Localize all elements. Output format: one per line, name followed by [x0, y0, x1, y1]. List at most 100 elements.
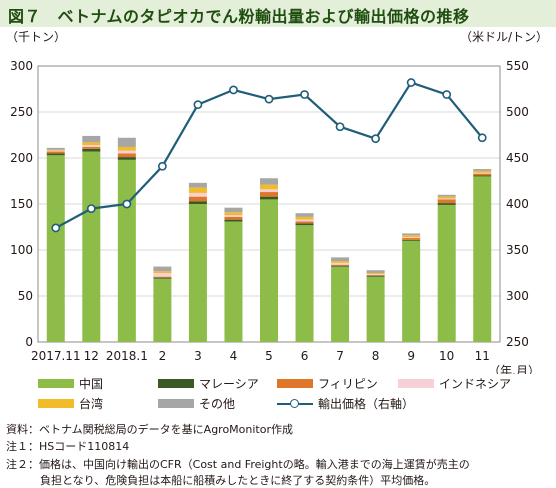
x-tick-label: 2018.1 [106, 349, 148, 363]
bar-segment [295, 225, 314, 342]
bar-segment [188, 187, 207, 193]
bar-segment [82, 145, 101, 147]
bar-segment [473, 170, 492, 173]
bar-segment [188, 182, 207, 188]
legend-item: インドネシア [398, 375, 511, 392]
bar-segment [366, 273, 385, 274]
legend-swatch [158, 399, 194, 408]
x-tick-label: 8 [372, 349, 380, 363]
left-tick-label: 300 [10, 59, 33, 73]
legend-item: その他 [158, 395, 235, 412]
bar-segment [437, 194, 456, 197]
bar-segment [153, 278, 172, 342]
bar-segment [402, 235, 421, 238]
note-2: 注２：価格は、中国向け輸出のCFR（Cost and Freightの略。輸入港… [6, 458, 470, 471]
legend-label: その他 [199, 397, 236, 411]
legend-label: フィリピン [318, 377, 378, 391]
bar-segment [366, 274, 385, 276]
bar-segment [153, 266, 172, 272]
price-point [371, 134, 381, 144]
x-axis-unit: （年.月） [488, 364, 540, 374]
price-point [335, 122, 345, 132]
bar-segment [46, 155, 65, 342]
bar-segment [260, 192, 278, 197]
legend-swatch [158, 379, 194, 388]
x-tick-label: 3 [194, 349, 202, 363]
bar-segment [402, 237, 421, 239]
bar-segment [366, 275, 385, 277]
legend-swatch [38, 379, 74, 388]
bar-segment [46, 149, 65, 151]
bar-segment [402, 240, 421, 342]
legend-item: フィリピン [277, 375, 378, 392]
left-tick-label: 250 [10, 105, 33, 119]
legend-item: 中国 [38, 375, 103, 392]
bar-segment [260, 178, 278, 185]
bar-segment [366, 276, 385, 342]
price-point [51, 223, 61, 233]
left-tick-label: 0 [25, 335, 33, 349]
x-tick-label: 9 [407, 349, 415, 363]
price-point [86, 204, 96, 213]
bar-segment [46, 147, 65, 150]
bar-segment [224, 216, 243, 220]
bar-segment [437, 196, 456, 199]
x-tick-label: 2 [159, 349, 167, 363]
bar-segment [224, 221, 243, 342]
x-tick-label: 2017.11 [31, 349, 81, 363]
bar-segment [117, 150, 136, 154]
x-tick-label: 7 [336, 349, 344, 363]
left-tick-label: 50 [18, 289, 33, 303]
right-tick-label: 450 [506, 151, 529, 165]
bar-segment [46, 150, 65, 152]
bar-segment [402, 239, 421, 241]
price-point [229, 85, 238, 95]
bar-segment [437, 203, 456, 205]
right-tick-label: 250 [506, 335, 529, 349]
bar-segment [117, 146, 136, 151]
price-point [477, 133, 487, 143]
bar-segment [117, 159, 136, 342]
bar-segment [366, 270, 385, 273]
left-tick-label: 100 [10, 243, 33, 257]
legend-label: 輸出価格（右軸） [318, 397, 415, 411]
bar-segment [402, 238, 421, 240]
x-tick-label: 12 [84, 349, 99, 363]
bar-segment [295, 219, 314, 222]
bar-segment [153, 276, 172, 278]
note-2-continued: 負担となり、危険負担は本船に船積みしたときに終了する契約条件）平均価格。 [40, 474, 436, 487]
legend-swatch [38, 399, 74, 408]
x-tick-label: 6 [301, 349, 309, 363]
right-tick-label: 350 [506, 243, 529, 257]
legend-line-swatch [277, 398, 313, 409]
left-tick-label: 200 [10, 151, 33, 165]
right-tick-label: 550 [506, 59, 529, 73]
bar-segment [260, 196, 278, 200]
bar-segment [473, 175, 492, 177]
legend-label: マレーシア [199, 377, 259, 391]
x-tick-label: 5 [265, 349, 273, 363]
bar-segment [331, 257, 350, 262]
bar-segment [224, 215, 243, 217]
bar-segment [331, 262, 350, 265]
bar-segment [82, 146, 101, 149]
bar-segment [188, 201, 207, 204]
bar-segment [46, 151, 65, 154]
bar-segment [437, 198, 456, 200]
legend-label: 台湾 [79, 397, 104, 411]
bar-segment [260, 199, 278, 342]
x-tick-label: 11 [475, 349, 490, 363]
bar-segment [117, 153, 136, 158]
left-tick-label: 150 [10, 197, 33, 211]
bar-segment [473, 176, 492, 342]
bar-segment [295, 216, 314, 220]
bar-segment [82, 135, 101, 143]
bar-segment [188, 196, 207, 202]
legend-swatch [277, 379, 313, 388]
legend-item: 輸出価格（右軸） [277, 395, 414, 412]
legend-label: 中国 [79, 377, 104, 391]
x-tick-label: 4 [230, 349, 238, 363]
bar-segment [366, 273, 385, 275]
bar-segment [46, 153, 65, 156]
bar-segment [402, 233, 421, 236]
